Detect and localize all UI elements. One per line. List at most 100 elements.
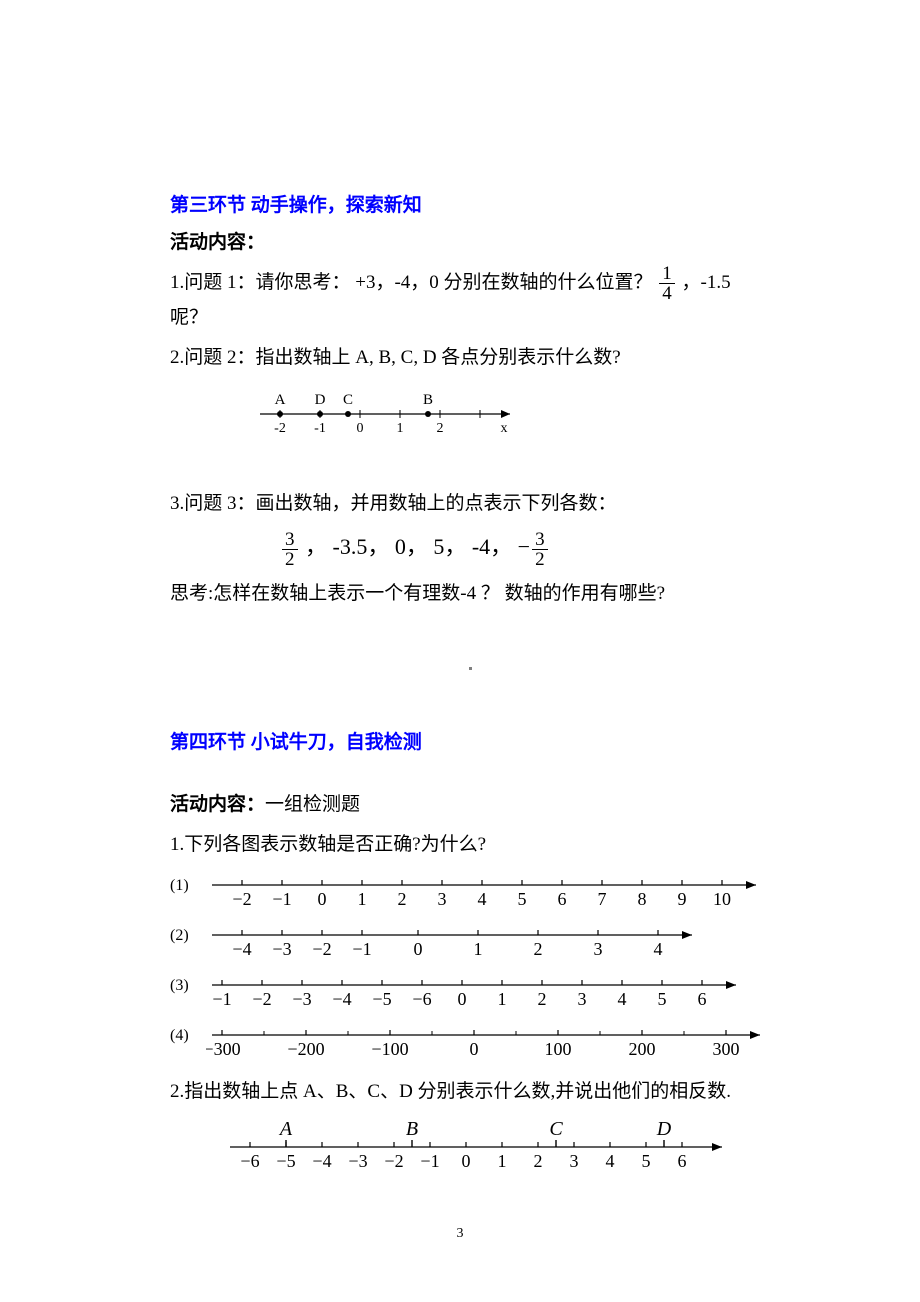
svg-text:−200: −200 [287, 1039, 324, 1059]
axis-row: (3)−1−2−3−4−5−60123456 [170, 971, 770, 1017]
svg-text:1: 1 [498, 989, 507, 1009]
svg-text:6: 6 [558, 889, 567, 909]
page-number: 3 [0, 1226, 920, 1242]
svg-text:3: 3 [570, 1151, 579, 1171]
svg-text:-2: -2 [274, 421, 286, 436]
svg-text:−3: −3 [348, 1151, 367, 1171]
frac-den: 4 [659, 284, 675, 303]
svg-text:−100: −100 [371, 1039, 408, 1059]
svg-text:5: 5 [642, 1151, 651, 1171]
svg-text:−300: −300 [206, 1039, 241, 1059]
svg-text:0: 0 [318, 889, 327, 909]
q2-axis-svg: -2 -1 0 1 2 A D C Bx [250, 384, 550, 444]
svg-text:4: 4 [606, 1151, 615, 1171]
svg-text:4: 4 [478, 889, 487, 909]
svg-text:−5: −5 [372, 989, 391, 1009]
q2-axis-figure: -2 -1 0 1 2 A D C Bx [250, 384, 770, 449]
svg-text:−6: −6 [412, 989, 431, 1009]
axis-row: (1)−2−1012345678910 [170, 871, 770, 917]
axis-row-label: (2) [170, 921, 206, 945]
page: 第三环节 动手操作，探索新知 活动内容： 1.问题 1：请你思考： +3，-4，… [0, 0, 920, 1302]
svg-text:-1: -1 [314, 421, 326, 436]
svg-text:−4: −4 [232, 939, 251, 959]
svg-text:D: D [315, 392, 326, 408]
svg-text:D: D [656, 1118, 672, 1140]
svg-text:1: 1 [358, 889, 367, 909]
section3-heading: 第三环节 动手操作，探索新知 [170, 190, 770, 217]
axis-row: (4)−300 −200 −100 0 100 200 300 [170, 1021, 770, 1067]
svg-text:0: 0 [414, 939, 423, 959]
svg-text:100: 100 [545, 1039, 572, 1059]
q3-numbers: 3 2 ， -3.5， 0， 5， -4， − 3 2 [280, 529, 770, 568]
svg-text:0: 0 [470, 1039, 479, 1059]
svg-text:2: 2 [534, 1151, 543, 1171]
axis-svg: −2−1012345678910 [206, 871, 762, 917]
activity-prefix: 活动内容： [170, 794, 265, 815]
section3-q3: 3.问题 3：画出数轴，并用数轴上的点表示下列各数： [170, 489, 770, 519]
section3-q2: 2.问题 2：指出数轴上 A, B, C, D 各点分别表示什么数? [170, 343, 770, 373]
q1-fraction: 1 4 [659, 264, 675, 303]
svg-text:5: 5 [518, 889, 527, 909]
svg-text:9: 9 [678, 889, 687, 909]
svg-text:4: 4 [654, 939, 663, 959]
svg-text:−4: −4 [332, 989, 351, 1009]
q3-frac-a: 3 2 [282, 530, 298, 569]
section3-activity-label: 活动内容： [170, 227, 770, 254]
svg-text:200: 200 [629, 1039, 656, 1059]
svg-text:3: 3 [438, 889, 447, 909]
axis-row-label: (1) [170, 871, 206, 895]
frac-num: 1 [659, 264, 675, 284]
svg-text:0: 0 [458, 989, 467, 1009]
q1-prefix: 1.问题 1：请你思考： +3，-4，0 分别在数轴的什么位置？ [170, 272, 653, 293]
section3-think: 思考:怎样在数轴上表示一个有理数-4 ？ 数轴的作用有哪些? [170, 579, 770, 609]
svg-text:300: 300 [713, 1039, 740, 1059]
svg-text:−6: −6 [240, 1151, 259, 1171]
svg-text:8: 8 [638, 889, 647, 909]
axes-container: (1)−2−1012345678910(2)−4−3−2−101234(3)−1… [170, 871, 770, 1067]
svg-text:−1: −1 [212, 989, 231, 1009]
svg-text:4: 4 [618, 989, 627, 1009]
axis-svg: −300 −200 −100 0 100 200 300 [206, 1021, 766, 1067]
svg-text:x: x [501, 421, 508, 436]
svg-text:C: C [343, 392, 353, 408]
svg-text:2: 2 [534, 939, 543, 959]
svg-text:2: 2 [538, 989, 547, 1009]
axis-row-label: (3) [170, 971, 206, 995]
frac-den: 2 [282, 550, 298, 569]
svg-text:−4: −4 [312, 1151, 331, 1171]
svg-text:0: 0 [357, 421, 364, 436]
svg-text:B: B [406, 1118, 418, 1140]
svg-text:1: 1 [397, 421, 404, 436]
axis-svg: −1−2−3−4−5−60123456 [206, 971, 742, 1017]
svg-text:C: C [549, 1118, 563, 1140]
svg-text:A: A [275, 392, 286, 408]
frac-den: 2 [532, 550, 548, 569]
svg-text:−1: −1 [420, 1151, 439, 1171]
svg-text:−3: −3 [272, 939, 291, 959]
svg-text:3: 3 [578, 989, 587, 1009]
section4-q2: 2.指出数轴上点 A、B、C、D 分别表示什么数,并说出他们的相反数. [170, 1077, 770, 1107]
mid-dot [170, 659, 770, 677]
svg-text:7: 7 [598, 889, 607, 909]
section3-q1: 1.问题 1：请你思考： +3，-4，0 分别在数轴的什么位置？ 1 4 ，-1… [170, 264, 770, 333]
q3-separator: ， -3.5， 0， 5， -4， [305, 534, 518, 559]
section4-activity: 活动内容：一组检测题 [170, 790, 770, 820]
svg-text:1: 1 [498, 1151, 507, 1171]
svg-text:2: 2 [398, 889, 407, 909]
q3-frac-b: 3 2 [532, 530, 548, 569]
svg-text:−2: −2 [312, 939, 331, 959]
q2b-axis-figure: −6−5−4−3−2−10123456ABCD [210, 1117, 770, 1182]
svg-text:6: 6 [678, 1151, 687, 1171]
svg-text:10: 10 [713, 889, 731, 909]
axis-row-label: (4) [170, 1021, 206, 1045]
svg-text:−5: −5 [276, 1151, 295, 1171]
svg-text:B: B [423, 392, 433, 408]
svg-text:−2: −2 [384, 1151, 403, 1171]
axis-svg: −4−3−2−101234 [206, 921, 698, 967]
content-area: 第三环节 动手操作，探索新知 活动内容： 1.问题 1：请你思考： +3，-4，… [170, 190, 770, 1182]
section4-heading: 第四环节 小试牛刀，自我检测 [170, 727, 770, 754]
axis-row: (2)−4−3−2−101234 [170, 921, 770, 967]
svg-text:2: 2 [437, 421, 444, 436]
activity-rest: 一组检测题 [265, 794, 360, 815]
svg-text:−1: −1 [352, 939, 371, 959]
